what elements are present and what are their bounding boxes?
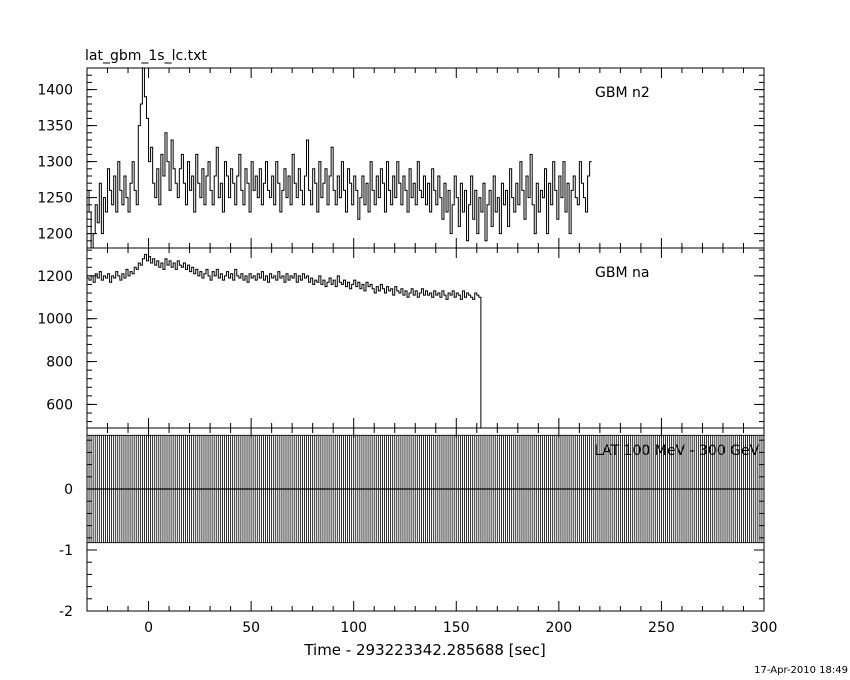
y-tick-label: 1350 [37, 119, 73, 135]
y-tick-label: 1300 [37, 155, 73, 171]
x-tick-label: 200 [545, 620, 572, 636]
series-marks [87, 253, 482, 428]
x-tick-label: 250 [648, 620, 675, 636]
panel-label: GBM na [595, 265, 649, 281]
panel-lat: LAT 100 MeV - 300 GeV -2 -1 0 [59, 427, 765, 620]
file-title: lat_gbm_1s_lc.txt [85, 48, 207, 64]
y-tick-label: 1200 [37, 269, 73, 285]
panel-gbm-na: GBM na 600 800 1000 1200 [37, 247, 765, 429]
panel-frame [86, 427, 765, 612]
y-tick-label: 800 [46, 355, 73, 371]
y-axis: 1200 1250 1300 1350 1400 [37, 67, 764, 249]
y-tick-label: 0 [64, 482, 73, 498]
x-axis-label: Time - 293223342.285688 [sec] [303, 641, 545, 659]
y-tick-label: 1250 [37, 191, 73, 207]
x-tick-label: 0 [144, 620, 153, 636]
panel-gbm-n2: GBM n2 1200 1250 1300 1350 1400 [37, 67, 765, 249]
y-tick-label: -2 [59, 604, 73, 620]
series-marks [87, 67, 592, 249]
y-tick-label: -1 [59, 543, 73, 559]
panel-frame [86, 67, 765, 249]
x-tick-label: 50 [242, 620, 260, 636]
series-line [87, 67, 592, 249]
x-tick-label: 150 [443, 620, 470, 636]
x-tick-label: 300 [751, 620, 778, 636]
panel-frame [86, 247, 765, 429]
y-tick-label: 1200 [37, 227, 73, 243]
y-tick-label: 1000 [37, 312, 73, 328]
panel-label: GBM n2 [595, 85, 650, 101]
y-axis: -2 -1 0 [59, 427, 764, 620]
y-tick-label: 600 [46, 397, 73, 413]
panel-label: LAT 100 MeV - 300 GeV [594, 443, 760, 459]
x-axis: 0 50 100 150 200 250 300 [144, 620, 777, 636]
y-tick-label: 1400 [37, 83, 73, 99]
y-axis: 600 800 1000 1200 [37, 249, 764, 423]
series-line [87, 253, 482, 428]
x-tick-label: 100 [340, 620, 367, 636]
timestamp: 17-Apr-2010 18:49 [754, 665, 848, 676]
